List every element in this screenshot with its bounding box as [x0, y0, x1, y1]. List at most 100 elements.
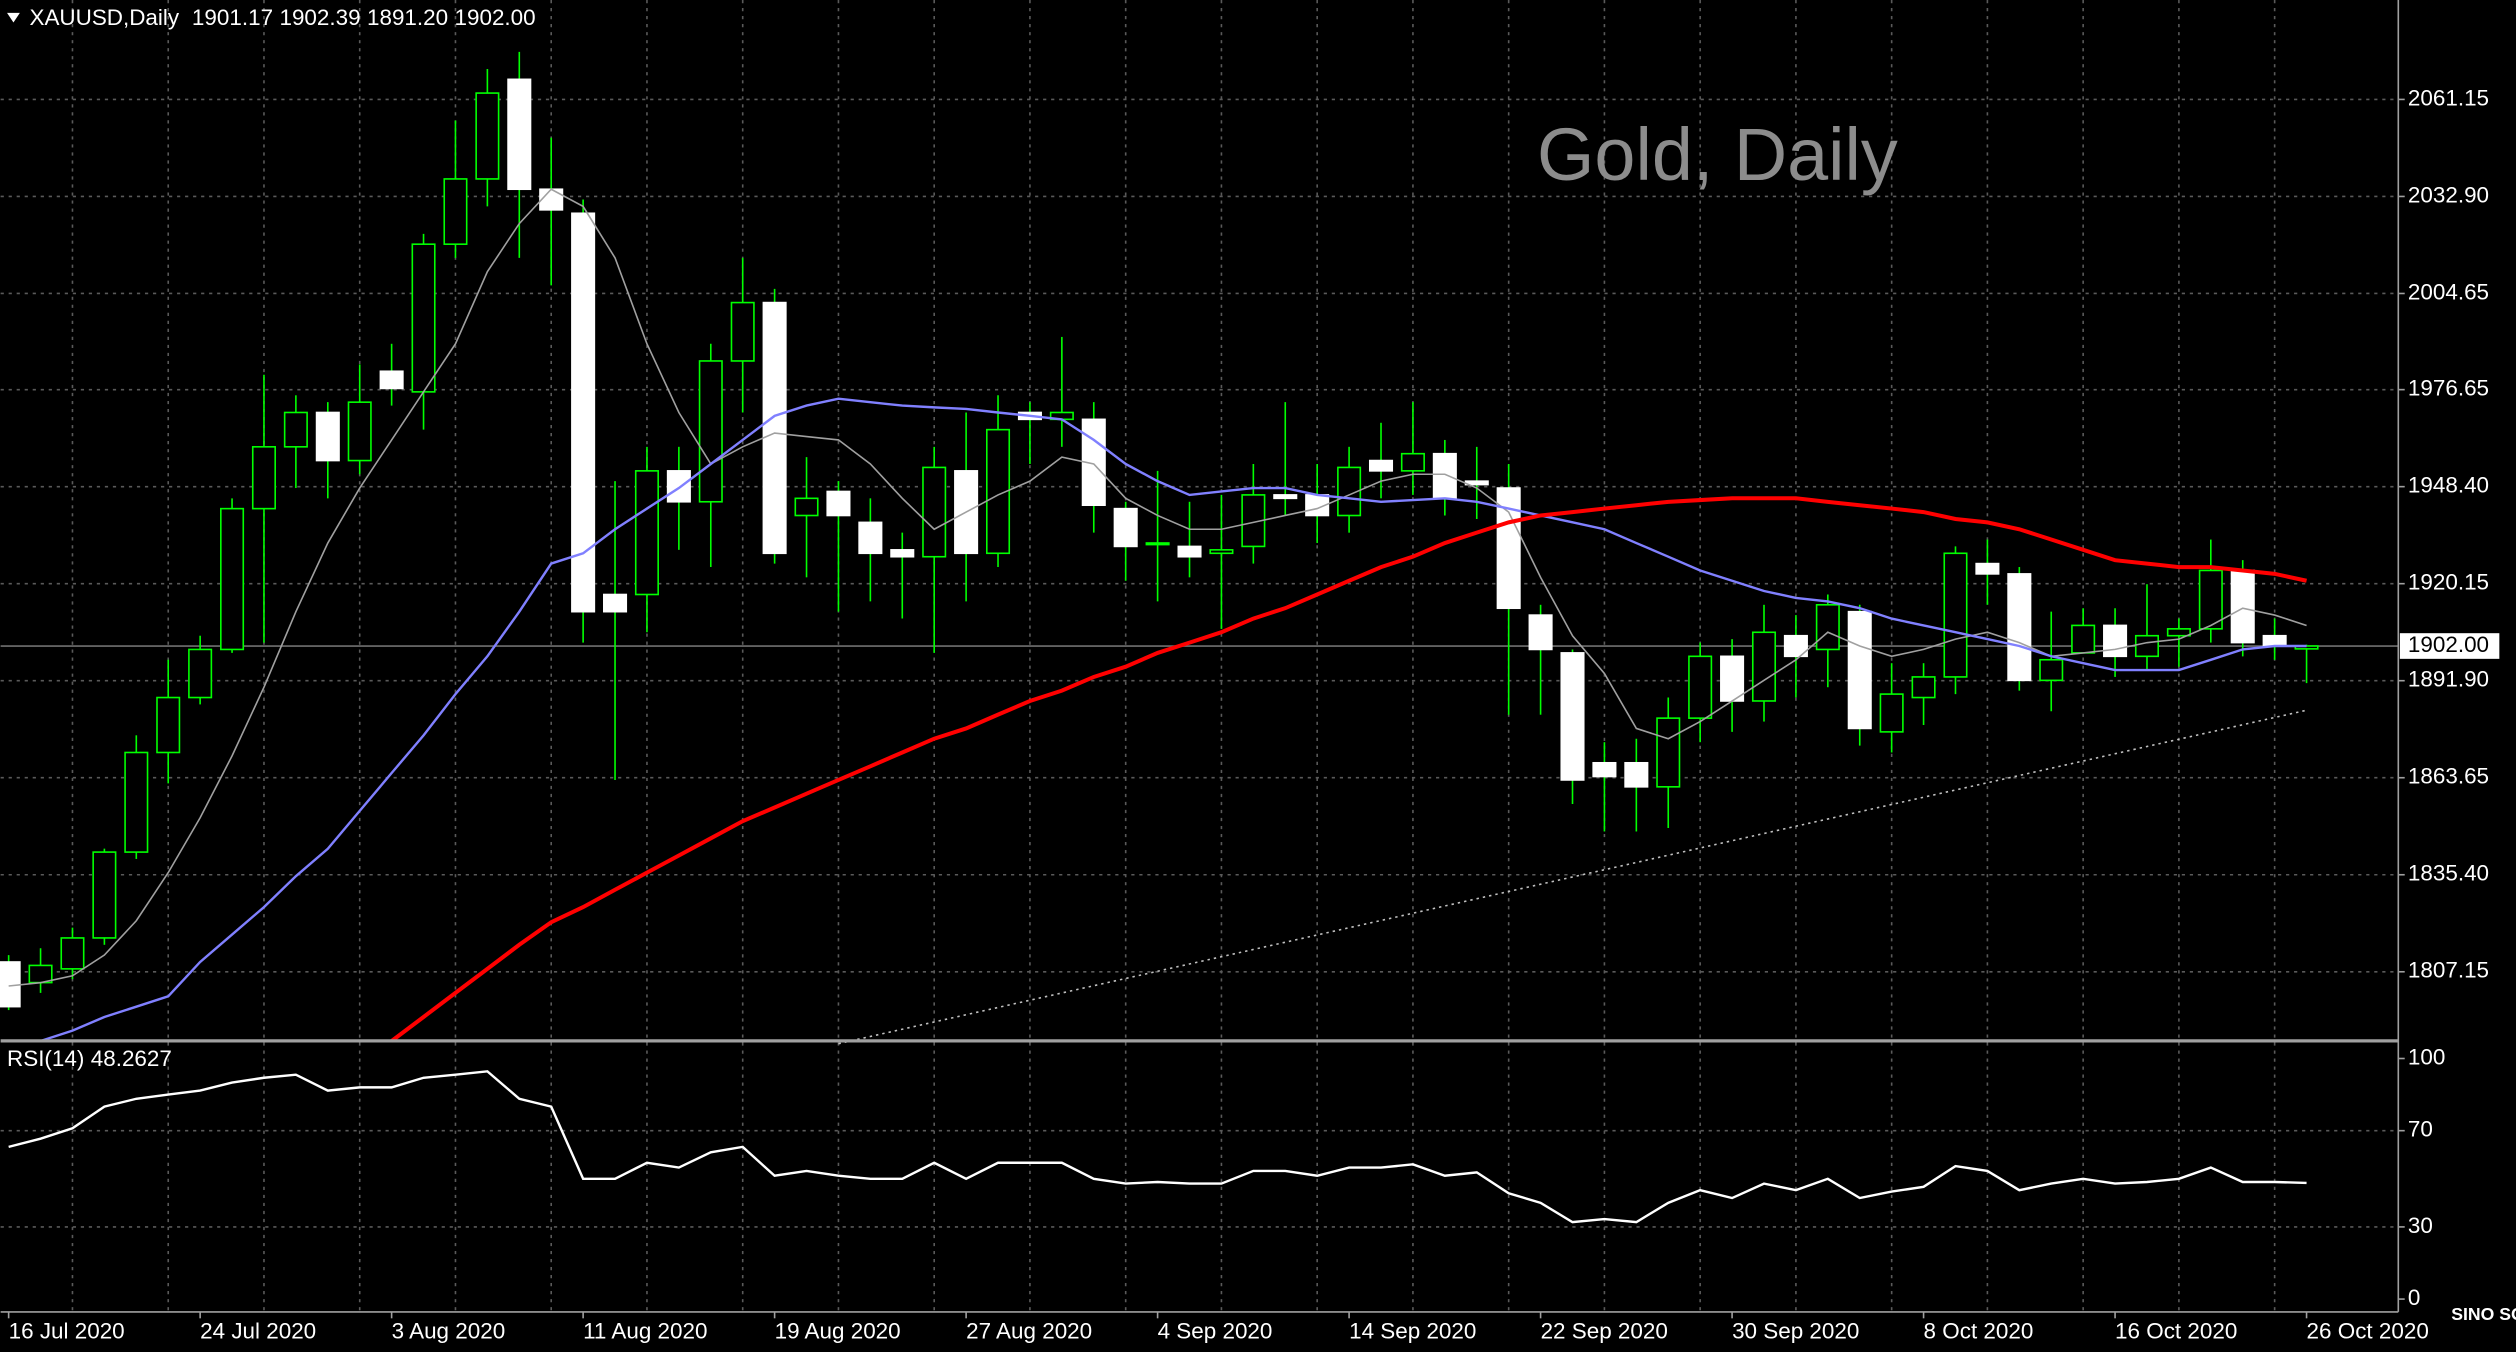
- rsi-label: RSI(14): [7, 1046, 84, 1071]
- y-tick-label: 1948.40: [2408, 473, 2489, 498]
- candle-body: [1847, 610, 1872, 730]
- header-open: 1901.17: [192, 5, 273, 30]
- candle-body: [730, 301, 755, 362]
- x-tick-label: 11 Aug 2020: [583, 1319, 707, 1344]
- candle-body: [1879, 693, 1904, 733]
- header: XAUUSD,Daily 1901.17 1902.39 1891.20 1902.00: [29, 5, 535, 30]
- x-tick-label: 4 Sep 2020: [1158, 1319, 1273, 1344]
- trendline: [838, 709, 2307, 1045]
- watermark: SINO SOUND: [2451, 1304, 2516, 1324]
- y-tick-label: 1807.15: [2408, 958, 2489, 983]
- candle-body: [443, 178, 468, 245]
- x-tick-label: 22 Sep 2020: [1541, 1319, 1668, 1344]
- x-tick-label: 14 Sep 2020: [1349, 1319, 1476, 1344]
- current-price-label: 1902.00: [2408, 632, 2489, 657]
- candle-body: [1656, 717, 1681, 788]
- candle-body: [1975, 562, 2000, 575]
- candle-body: [1368, 459, 1394, 472]
- candle-body: [1400, 452, 1425, 472]
- x-tick-label: 8 Oct 2020: [1924, 1319, 2034, 1344]
- candle-body: [1624, 761, 1649, 788]
- candle-body: [411, 243, 436, 393]
- x-tick-label: 26 Oct 2020: [2307, 1319, 2429, 1344]
- candle-body: [283, 411, 308, 448]
- candle-body: [922, 466, 947, 558]
- header-high: 1902.39: [279, 5, 360, 30]
- candle-body: [124, 751, 149, 853]
- y-tick-label: 2061.15: [2408, 85, 2489, 110]
- rsi-header: RSI(14) 48.2627: [7, 1046, 172, 1071]
- candle-body: [1783, 634, 1808, 658]
- candle-body: [2166, 628, 2191, 637]
- y-tick-label: 1863.65: [2408, 764, 2489, 789]
- candle-body: [1911, 676, 1936, 699]
- candle-body: [2198, 569, 2223, 630]
- candle-body: [28, 964, 53, 984]
- candle-body: [2007, 573, 2032, 682]
- candle-body: [1113, 507, 1138, 548]
- x-tick-label: 16 Jul 2020: [9, 1319, 125, 1344]
- candle-body: [1528, 614, 1553, 651]
- candle-body: [2230, 569, 2255, 644]
- symbol: XAUUSD,Daily: [29, 5, 179, 30]
- candle-body: [251, 446, 276, 510]
- moving-average: [8, 188, 2307, 987]
- chart-title: Gold, Daily: [1537, 113, 1898, 196]
- y-tick-label: 2004.65: [2408, 279, 2489, 304]
- y-tick-label: 2032.90: [2408, 182, 2489, 207]
- y-tick-label: 1920.15: [2408, 570, 2489, 595]
- candle-body: [1496, 487, 1521, 610]
- candle-body: [634, 470, 659, 596]
- candle-body: [60, 937, 85, 970]
- y-tick-label: 1976.65: [2408, 376, 2489, 401]
- x-tick-label: 27 Aug 2020: [966, 1319, 1092, 1344]
- candle-body: [1560, 652, 1585, 781]
- candle-body: [1432, 452, 1457, 500]
- rsi-tick-label: 70: [2408, 1117, 2433, 1142]
- candle-body: [2262, 634, 2287, 647]
- candle-body: [1688, 655, 1713, 719]
- rsi-tick-label: 100: [2408, 1044, 2445, 1069]
- candle-body: [666, 470, 691, 503]
- candle-body: [188, 648, 213, 699]
- candle-body: [1720, 655, 1745, 702]
- candle-body: [92, 851, 117, 939]
- candle-body: [1209, 549, 1234, 555]
- candle-body: [1337, 466, 1362, 517]
- candle-body: [347, 401, 372, 462]
- candle-body: [2039, 658, 2064, 682]
- y-tick-label: 1835.40: [2408, 861, 2489, 886]
- candle-body: [698, 360, 723, 503]
- candle-body: [2071, 624, 2096, 654]
- candle-body: [1592, 761, 1617, 778]
- candle-body: [315, 411, 340, 462]
- candle-body: [475, 92, 500, 180]
- candle-body: [379, 370, 404, 390]
- candle-body: [1815, 604, 1840, 651]
- candle-body: [156, 696, 181, 754]
- candle-body: [1273, 494, 1298, 500]
- header-close: 1902.00: [455, 5, 536, 30]
- candle-body: [890, 549, 915, 558]
- y-tick-label: 1891.90: [2408, 667, 2489, 692]
- rsi-line: [8, 1070, 2307, 1224]
- candle-body: [0, 961, 21, 1008]
- candle-body: [985, 428, 1011, 555]
- candle-body: [762, 301, 787, 555]
- candle-body: [2134, 634, 2160, 658]
- x-tick-label: 16 Oct 2020: [2115, 1319, 2237, 1344]
- candle-body: [858, 521, 883, 555]
- candle-body: [571, 212, 596, 613]
- candle-body: [1943, 552, 1968, 678]
- candle-body: [1751, 631, 1777, 702]
- rsi-last: 48.2627: [91, 1046, 172, 1071]
- rsi-tick-label: 30: [2408, 1213, 2433, 1238]
- candle-body: [826, 490, 851, 517]
- candle-body: [507, 78, 532, 191]
- moving-average: [40, 397, 2307, 1043]
- x-tick-label: 3 Aug 2020: [392, 1319, 506, 1344]
- candle-body: [220, 507, 245, 651]
